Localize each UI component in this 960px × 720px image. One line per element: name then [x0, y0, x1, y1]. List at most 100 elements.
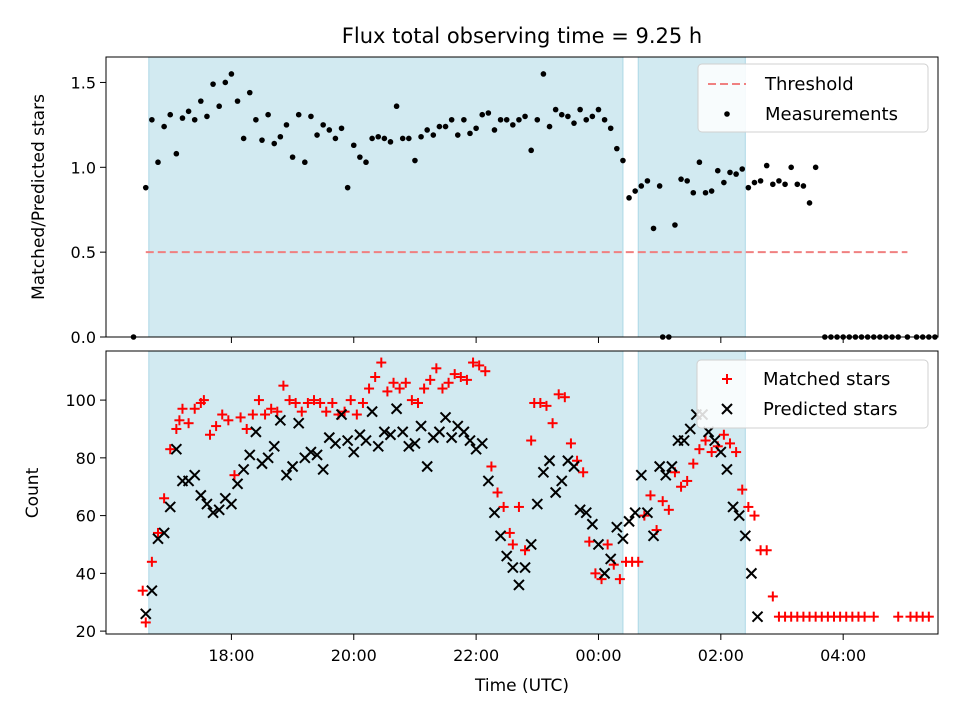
marker-stroke — [231, 478, 244, 490]
matched-star-marker — [198, 395, 209, 406]
predicted-star-marker — [653, 460, 666, 473]
marker-stroke — [684, 423, 696, 435]
matched-star-marker — [437, 383, 448, 394]
measurement-point — [350, 142, 357, 149]
marker-stroke — [188, 469, 201, 481]
measurement-point — [308, 113, 314, 120]
predicted-star-marker — [317, 463, 329, 476]
predicted-star-marker — [611, 521, 623, 533]
marker-stroke — [360, 434, 372, 447]
predicted-star-marker — [525, 538, 537, 551]
marker-stroke — [305, 446, 317, 458]
predicted-star-marker — [237, 463, 250, 476]
matched-star-marker — [431, 363, 442, 374]
measurement-point — [497, 116, 504, 123]
predicted-star-marker — [488, 507, 501, 519]
predicted-star-marker — [348, 446, 360, 458]
matched-star-marker — [272, 406, 283, 417]
marker-stroke — [549, 486, 562, 499]
measurement-point — [149, 116, 155, 123]
predicted-star-marker — [537, 466, 550, 478]
measurement-point — [271, 140, 278, 147]
matched-star-marker — [676, 481, 687, 492]
measurement-point — [302, 159, 308, 166]
predicted-star-marker — [623, 515, 635, 528]
measurement-point — [620, 157, 626, 164]
predicted-star-marker — [329, 437, 342, 450]
matched-star-marker — [526, 435, 537, 446]
predicted-star-marker — [396, 426, 409, 438]
measurement-point — [540, 71, 547, 77]
predicted-star-marker — [188, 469, 201, 481]
matched-star-marker — [725, 438, 735, 449]
marker-stroke — [574, 504, 586, 516]
predicted-star-marker — [568, 460, 580, 473]
y-tick-label: 1.5 — [71, 73, 96, 92]
x-tick-label: 04:00 — [820, 646, 866, 665]
matched-star-marker — [241, 423, 252, 434]
marker-stroke — [213, 504, 225, 516]
matched-star-marker — [183, 418, 194, 429]
measurement-point — [357, 154, 363, 160]
matched-star-marker — [602, 539, 613, 550]
predicted-star-marker — [580, 507, 592, 519]
marker-stroke — [317, 463, 329, 476]
x-tick-label: 02:00 — [698, 646, 744, 665]
predicted-star-marker — [384, 429, 397, 441]
predicted-star-marker — [390, 403, 403, 415]
predicted-star-marker — [286, 460, 299, 473]
measurement-point — [338, 125, 345, 132]
matched-star-marker — [590, 568, 601, 579]
x-axis-label: Time (UTC) — [474, 676, 569, 696]
measurement-point — [246, 89, 253, 96]
marker-stroke — [348, 446, 360, 458]
measurement-point — [467, 130, 473, 137]
matched-star-marker — [153, 527, 163, 538]
predicted-star-marker — [274, 414, 287, 427]
measurement-point — [614, 145, 620, 152]
measurement-point — [812, 164, 819, 171]
top-x-ticks — [230, 337, 844, 343]
measurement-point — [491, 127, 498, 133]
measurement-point — [782, 181, 788, 188]
marker-stroke — [378, 426, 391, 438]
predicted-star-marker — [170, 443, 183, 455]
matched-star-marker — [247, 409, 258, 420]
measurement-point — [503, 116, 510, 123]
measurement-point — [234, 98, 241, 104]
x-tick-label: 00:00 — [575, 646, 621, 665]
marker-stroke — [164, 501, 176, 513]
measurement-point — [155, 159, 161, 166]
predicted-star-marker — [739, 530, 752, 542]
measurement-point — [326, 127, 333, 133]
marker-stroke — [568, 460, 580, 473]
measurement-point — [418, 133, 424, 140]
measurement-point — [259, 137, 265, 143]
measurement-point — [788, 164, 794, 171]
x-tick-label: 20:00 — [331, 646, 377, 665]
predicted-star-marker — [745, 567, 758, 580]
matched-star-marker — [321, 406, 332, 417]
marker-stroke — [366, 405, 378, 418]
matched-legend-swatch — [722, 374, 732, 384]
matched-star-marker — [229, 470, 240, 481]
matched-star-marker — [461, 374, 472, 385]
matched-star-marker — [663, 504, 674, 515]
matched-star-marker — [425, 374, 436, 385]
predicted-star-marker — [513, 579, 525, 591]
bottom-y-axis-label: Count — [23, 467, 43, 518]
marker-stroke — [647, 530, 660, 542]
matched-star-marker — [492, 487, 503, 498]
marker-stroke — [580, 507, 592, 519]
measurement-point — [265, 111, 271, 118]
matched-star-marker — [614, 574, 625, 585]
measurement-point — [794, 181, 801, 188]
bottom-panel: 20 40 60 80 100 18:00 20:00 22:00 00:00 02:00 04:… — [23, 350, 939, 696]
measurement-point — [204, 113, 210, 120]
marker-stroke — [513, 579, 525, 591]
marker-stroke — [727, 501, 739, 513]
matched-star-marker — [449, 369, 460, 380]
predicted-star-marker — [721, 463, 733, 476]
marker-stroke — [733, 509, 745, 522]
measurement-point — [399, 135, 406, 142]
